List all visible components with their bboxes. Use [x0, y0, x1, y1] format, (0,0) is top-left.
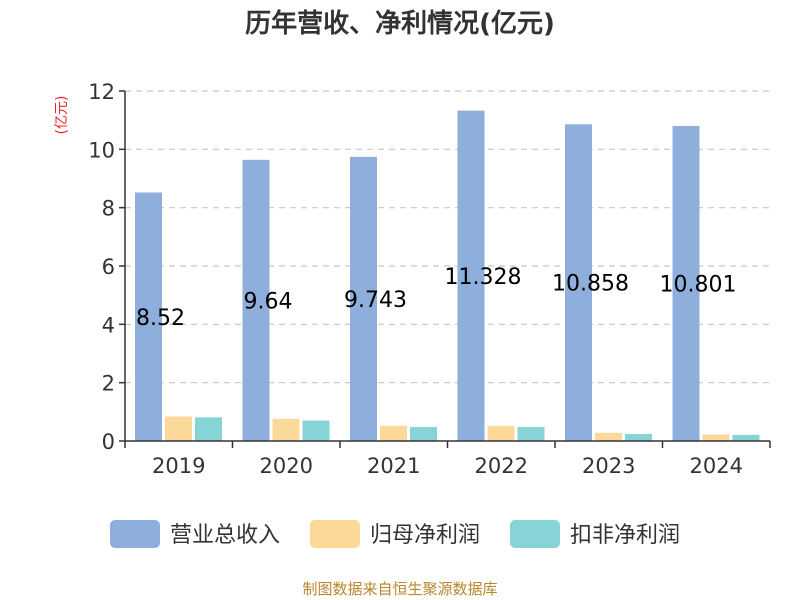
legend-item-扣非净利润[interactable]: 扣非净利润 [510, 520, 680, 548]
x-tick-label-2020: 2020 [260, 454, 313, 478]
x-tick-label-2023: 2023 [582, 454, 635, 478]
legend-label-归母净利润: 归母净利润 [370, 523, 480, 548]
bar-扣非净利润-2021[interactable] [410, 427, 437, 441]
bar-营业总收入-2020[interactable] [242, 159, 270, 442]
bar-归母净利润-2020[interactable] [272, 418, 300, 441]
y-tick-label-3: 6 [102, 255, 115, 279]
data-label-2022: 11.328 [445, 265, 522, 290]
legend-swatch-扣非净利润 [510, 520, 560, 548]
bar-扣非净利润-2022[interactable] [517, 427, 545, 441]
legend[interactable]: 营业总收入 归母净利润 扣非净利润 [110, 520, 680, 548]
bar-营业总收入-2019[interactable] [135, 192, 162, 442]
chart-title: 历年营收、净利情况(亿元) [245, 8, 555, 39]
legend-swatch-归母净利润 [310, 520, 360, 548]
legend-item-营业总收入[interactable]: 营业总收入 [110, 520, 280, 548]
bar-营业总收入-2024[interactable] [672, 125, 700, 442]
bar-扣非净利润-2019[interactable] [195, 417, 222, 441]
bar-营业总收入-2023[interactable] [565, 124, 592, 441]
y-tick-label-5: 10 [88, 138, 115, 162]
data-label-2021: 9.743 [344, 288, 407, 313]
bar-扣非净利润-2024[interactable] [732, 434, 760, 441]
bar-归母净利润-2023[interactable] [595, 432, 622, 441]
axes-layer: 0 2 4 6 8 10 12 2019 2020 2021 2022 2023 2024 [88, 80, 771, 478]
y-tick-label-2: 4 [102, 313, 115, 337]
data-labels-layer: 8.52 9.64 9.743 11.328 10.858 10.801 [136, 265, 736, 331]
data-label-2019: 8.52 [136, 306, 185, 331]
legend-label-营业总收入: 营业总收入 [170, 523, 280, 548]
bar-扣非净利润-2023[interactable] [625, 434, 652, 441]
y-tick-label-1: 2 [102, 372, 115, 396]
data-label-2020: 9.64 [244, 289, 293, 314]
bar-营业总收入-2022[interactable] [457, 110, 485, 441]
x-tick-label-2022: 2022 [475, 454, 528, 478]
x-tick-label-2021: 2021 [367, 454, 420, 478]
grid-layer [125, 90, 770, 384]
y-tick-label-4: 8 [102, 197, 115, 221]
bar-归母净利润-2022[interactable] [487, 425, 515, 441]
x-tick-label-2024: 2024 [690, 454, 743, 478]
legend-item-归母净利润[interactable]: 归母净利润 [310, 520, 480, 548]
legend-swatch-营业总收入 [110, 520, 160, 548]
bar-扣非净利润-2020[interactable] [302, 420, 330, 441]
x-tick-label-2019: 2019 [152, 454, 205, 478]
y-tick-label-0: 0 [102, 430, 115, 454]
bar-归母净利润-2024[interactable] [702, 434, 730, 441]
data-label-2024: 10.801 [660, 272, 737, 297]
bar-归母净利润-2021[interactable] [380, 425, 407, 441]
y-axis-label: (亿元) [54, 96, 70, 135]
bars-layer [135, 110, 760, 442]
bar-归母净利润-2019[interactable] [165, 416, 192, 442]
y-tick-label-6: 12 [88, 80, 115, 104]
legend-label-扣非净利润: 扣非净利润 [570, 523, 680, 548]
data-source-note: 制图数据来自恒生聚源数据库 [302, 580, 497, 598]
bar-营业总收入-2021[interactable] [350, 156, 377, 441]
data-label-2023: 10.858 [552, 272, 629, 297]
